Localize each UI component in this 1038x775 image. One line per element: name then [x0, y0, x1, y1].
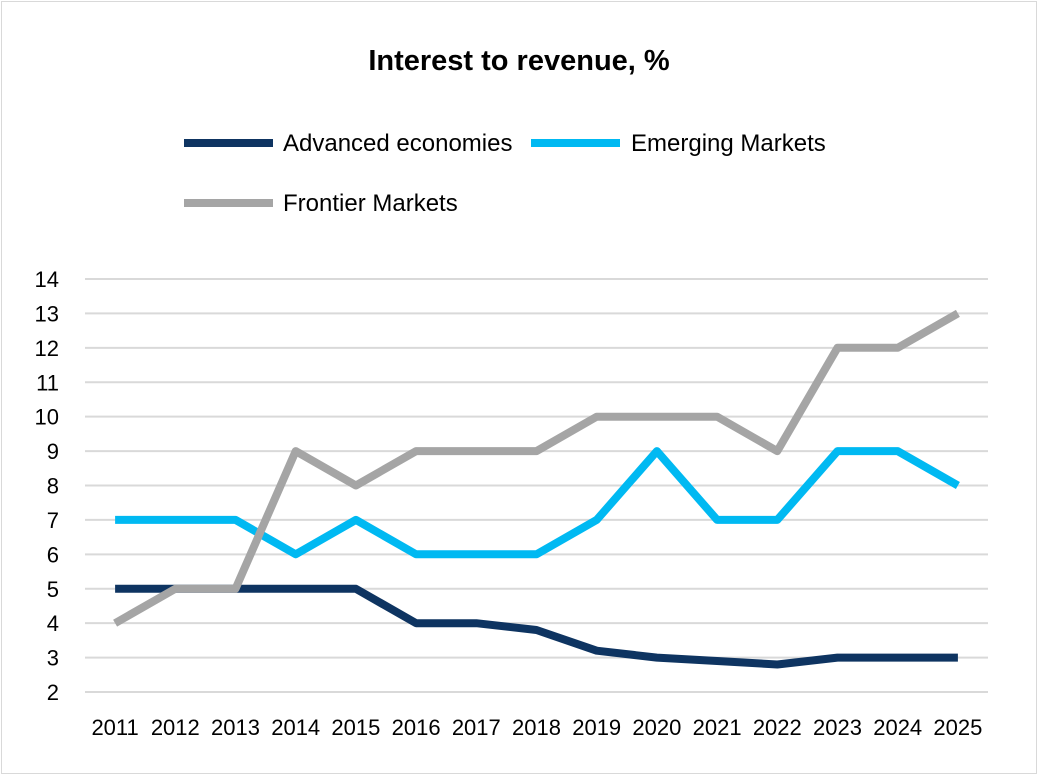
legend-label-frontier-markets: Frontier Markets [283, 190, 458, 217]
x-tick-label: 2014 [271, 715, 320, 740]
y-tick-label: 14 [35, 267, 59, 292]
y-tick-label: 7 [47, 508, 59, 533]
x-tick-label: 2016 [392, 715, 441, 740]
y-tick-label: 9 [47, 439, 59, 464]
legend-item-advanced-economies: Advanced economies [184, 130, 512, 157]
series-line-frontier-markets [113, 309, 960, 627]
x-tick-label: 2025 [933, 715, 982, 740]
legend-item-emerging-markets: Emerging Markets [531, 130, 826, 157]
series-line-emerging-markets [115, 447, 960, 559]
x-tick-label: 2013 [211, 715, 260, 740]
y-tick-label: 3 [47, 646, 59, 671]
x-tick-label: 2012 [151, 715, 200, 740]
y-tick-label: 11 [36, 370, 59, 395]
series-lines [113, 309, 960, 669]
legend-label-emerging-markets: Emerging Markets [631, 130, 826, 157]
x-tick-label: 2024 [873, 715, 922, 740]
x-tick-label: 2019 [572, 715, 621, 740]
chart-title: Interest to revenue, % [368, 45, 670, 77]
y-tick-label: 8 [47, 474, 59, 499]
x-axis-ticks: 2011 2012 2013 2014 2015 2016 2017 2018 2019 2020… [91, 715, 982, 740]
x-tick-label: 2015 [331, 715, 380, 740]
y-tick-label: 10 [35, 405, 59, 430]
legend: Advanced economies Emerging Markets Fron… [184, 130, 826, 217]
x-tick-label: 2011 [91, 715, 138, 740]
x-tick-label: 2017 [452, 715, 501, 740]
y-tick-label: 13 [35, 301, 59, 326]
y-tick-label: 5 [47, 577, 59, 602]
legend-item-frontier-markets: Frontier Markets [184, 190, 458, 217]
x-tick-label: 2020 [632, 715, 681, 740]
x-tick-label: 2023 [813, 715, 862, 740]
y-tick-label: 4 [47, 611, 59, 636]
x-tick-label: 2021 [693, 715, 742, 740]
x-tick-label: 2022 [753, 715, 802, 740]
series-line-advanced-economies [115, 584, 958, 669]
y-tick-label: 6 [47, 542, 59, 567]
y-tick-label: 12 [35, 336, 59, 361]
legend-label-advanced-economies: Advanced economies [283, 130, 512, 157]
x-tick-label: 2018 [512, 715, 561, 740]
y-axis-ticks: 2 3 4 5 6 7 8 9 10 11 12 13 14 [35, 267, 59, 705]
y-tick-label: 2 [47, 680, 59, 705]
